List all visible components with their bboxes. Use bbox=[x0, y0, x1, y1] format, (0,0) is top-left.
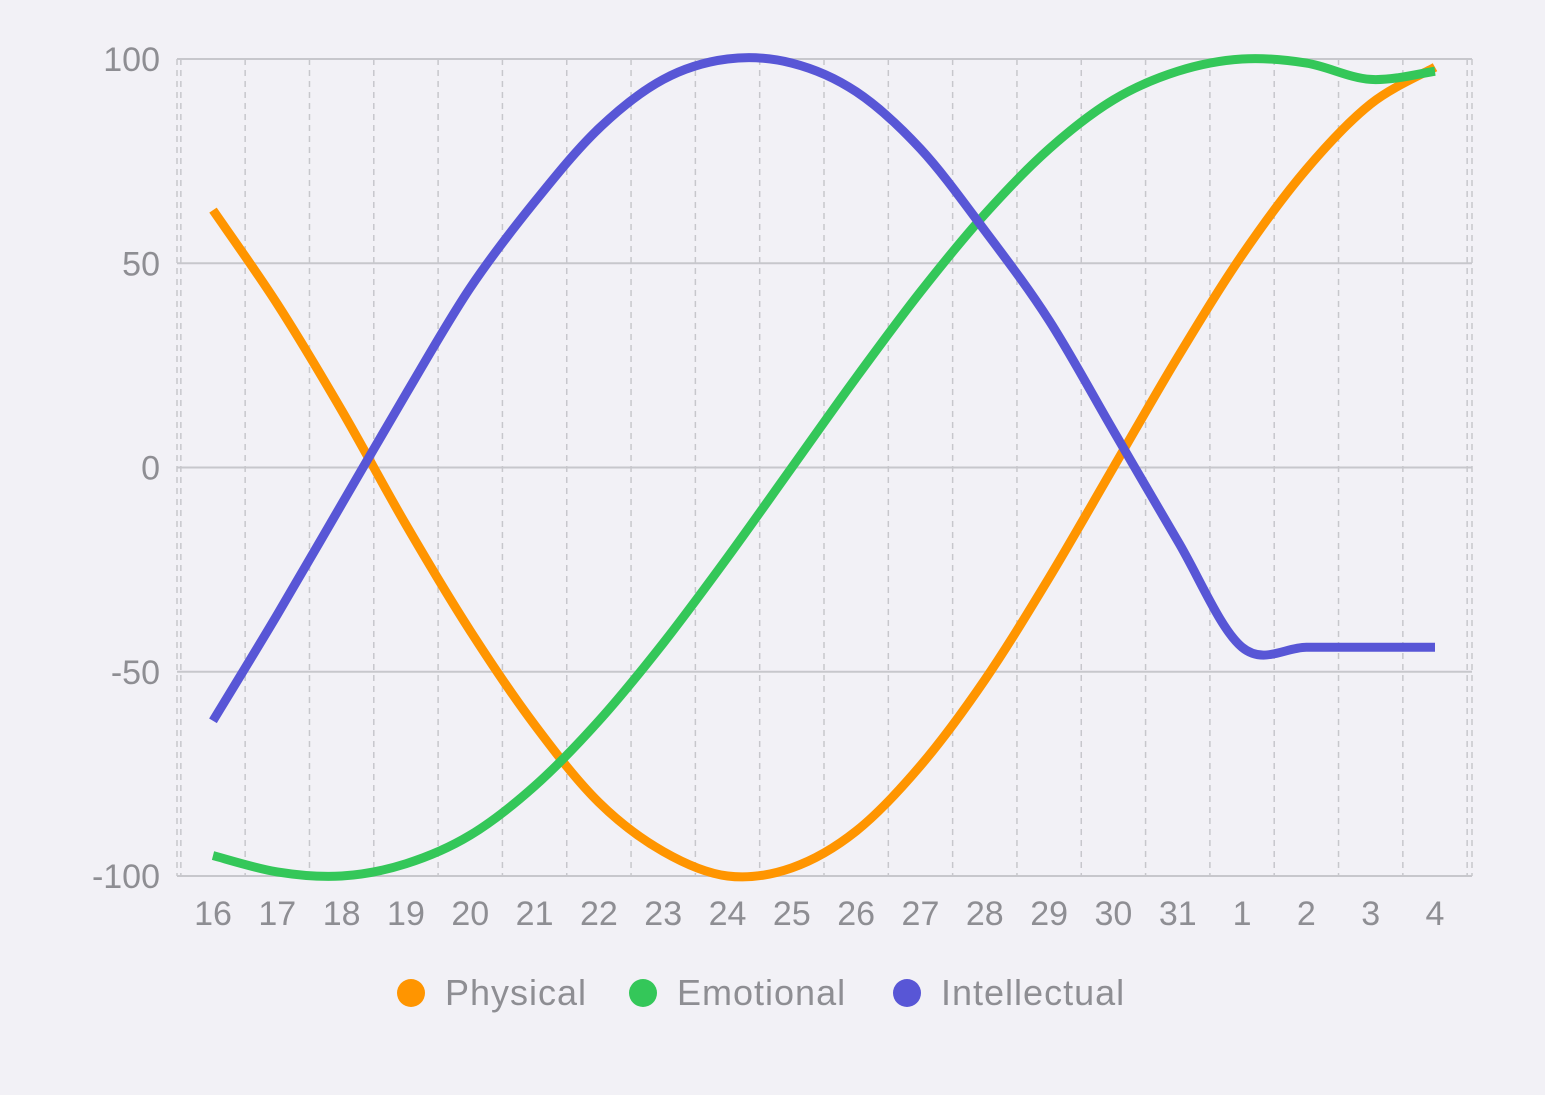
x-tick-label: 23 bbox=[644, 895, 682, 933]
series-line-intellectual bbox=[209, 53, 1435, 724]
legend-label-physical: Physical bbox=[445, 972, 587, 1013]
x-tick-label: 26 bbox=[837, 895, 875, 933]
series-line-emotional bbox=[211, 54, 1436, 881]
x-tick-label: 3 bbox=[1361, 895, 1380, 933]
y-tick-label: 0 bbox=[141, 450, 160, 488]
x-tick-label: 18 bbox=[323, 895, 361, 933]
series-line-physical bbox=[209, 63, 1438, 882]
y-tick-label: 50 bbox=[122, 245, 160, 283]
x-tick-label: 20 bbox=[451, 895, 489, 933]
x-tick-label: 22 bbox=[580, 895, 618, 933]
y-tick-label: 100 bbox=[103, 41, 160, 79]
x-tick-label: 21 bbox=[516, 895, 554, 933]
x-tick-label: 30 bbox=[1095, 895, 1133, 933]
x-tick-label: 16 bbox=[194, 895, 232, 933]
x-tick-label: 29 bbox=[1030, 895, 1068, 933]
x-tick-label: 27 bbox=[902, 895, 940, 933]
legend-label-intellectual: Intellectual bbox=[941, 972, 1125, 1013]
x-tick-label: 24 bbox=[709, 895, 747, 933]
y-tick-label: -50 bbox=[111, 654, 160, 692]
x-tick-label: 17 bbox=[258, 895, 296, 933]
legend-swatch-emotional bbox=[629, 979, 657, 1007]
legend-swatch-intellectual bbox=[893, 979, 921, 1007]
legend-label-emotional: Emotional bbox=[677, 972, 846, 1013]
x-tick-label: 28 bbox=[966, 895, 1004, 933]
y-tick-label: -100 bbox=[92, 858, 160, 896]
x-tick-label: 4 bbox=[1426, 895, 1445, 933]
legend-swatch-physical bbox=[397, 979, 425, 1007]
x-tick-label: 19 bbox=[387, 895, 425, 933]
x-tick-label: 1 bbox=[1233, 895, 1252, 933]
x-tick-label: 25 bbox=[773, 895, 811, 933]
x-tick-label: 2 bbox=[1297, 895, 1316, 933]
x-tick-label: 31 bbox=[1159, 895, 1197, 933]
